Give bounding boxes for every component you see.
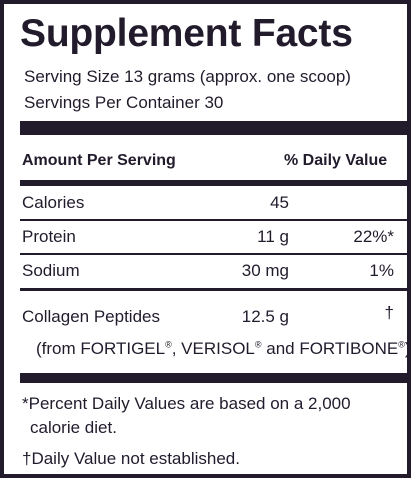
row-sodium-dv: 1% (369, 261, 394, 280)
thick-divider-bottom (20, 373, 408, 383)
row-divider (20, 253, 408, 255)
supplement-facts-panel: Supplement Facts Serving Size 13 grams (… (0, 0, 411, 478)
row-calories-amount: 45 (270, 193, 289, 212)
thick-divider-top (20, 121, 408, 135)
amount-per-serving-header: Amount Per Serving (22, 152, 176, 169)
serving-size: Serving Size 13 grams (approx. one scoop… (24, 67, 351, 86)
collagen-source-note: (from FORTIGEL®, VERISOL® and FORTIBONE®… (36, 339, 411, 358)
row-collagen-name: Collagen Peptides (22, 307, 160, 326)
row-protein-amount: 11 g (257, 227, 289, 246)
row-collagen-amount: 12.5 g (241, 307, 289, 326)
footnote-percent-line2: calorie diet. (30, 418, 117, 437)
servings-per-container: Servings Per Container 30 (24, 93, 224, 112)
row-sodium-name: Sodium (22, 261, 80, 280)
row-protein-name: Protein (22, 227, 76, 246)
row-divider (20, 219, 408, 221)
footnote-dagger: †Daily Value not established. (22, 449, 240, 468)
medium-divider (20, 180, 408, 186)
daily-value-header: % Daily Value (284, 152, 388, 169)
row-collagen-dv: † (384, 303, 394, 322)
row-calories-name: Calories (22, 193, 85, 212)
row-sodium-amount: 30 mg (241, 261, 289, 280)
row-protein-dv: 22%* (353, 227, 394, 246)
footnote-percent-line1: *Percent Daily Values are based on a 2,0… (22, 394, 351, 413)
panel-title: Supplement Facts (20, 12, 353, 55)
row-divider (20, 288, 408, 291)
